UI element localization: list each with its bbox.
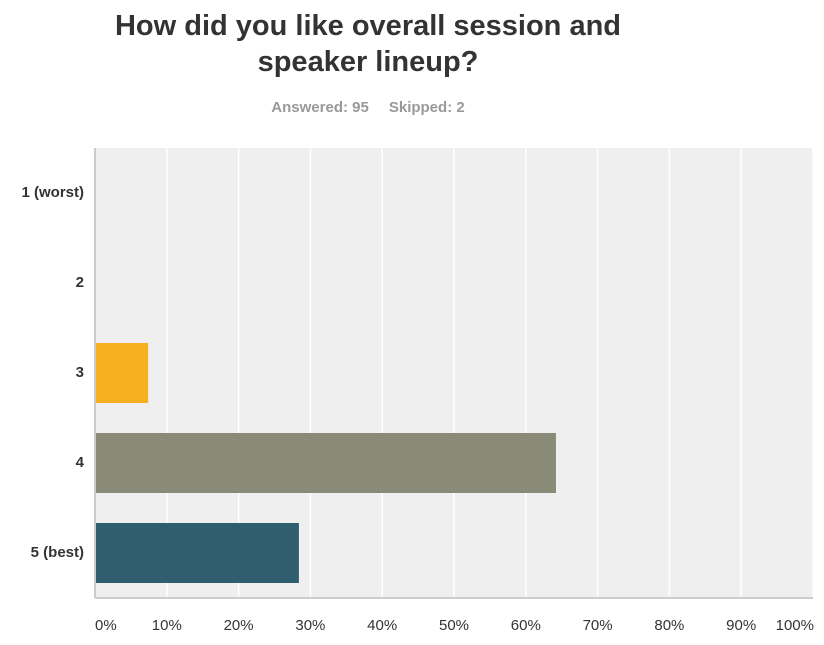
bar xyxy=(95,433,556,493)
chart-title: How did you like overall session and spe… xyxy=(114,10,622,78)
x-tick-label: 80% xyxy=(654,617,684,634)
x-tick-label: 30% xyxy=(295,617,325,634)
y-tick-label: 5 (best) xyxy=(31,544,84,561)
y-tick-label: 1 (worst) xyxy=(21,184,84,201)
y-tick-label: 3 xyxy=(76,364,84,381)
x-tick-label: 60% xyxy=(511,617,541,634)
subtitle: Answered: 95 Skipped: 2 xyxy=(0,99,736,116)
x-tick-label: 20% xyxy=(224,617,254,634)
y-tick-label: 4 xyxy=(76,454,85,471)
bar xyxy=(95,523,299,583)
y-tick-label: 2 xyxy=(76,274,84,291)
skipped: Skipped: 2 xyxy=(388,99,465,116)
x-tick-label: 10% xyxy=(152,617,182,634)
x-tick-label: 50% xyxy=(439,617,469,634)
x-tick-label: 0% xyxy=(95,617,117,634)
x-tick-label: 100% xyxy=(776,617,814,634)
x-tick-label: 90% xyxy=(726,617,756,634)
x-tick-label: 40% xyxy=(367,617,397,634)
answered: Answered: 95 xyxy=(271,99,369,116)
bar xyxy=(95,343,149,403)
x-tick-label: 70% xyxy=(583,617,613,634)
